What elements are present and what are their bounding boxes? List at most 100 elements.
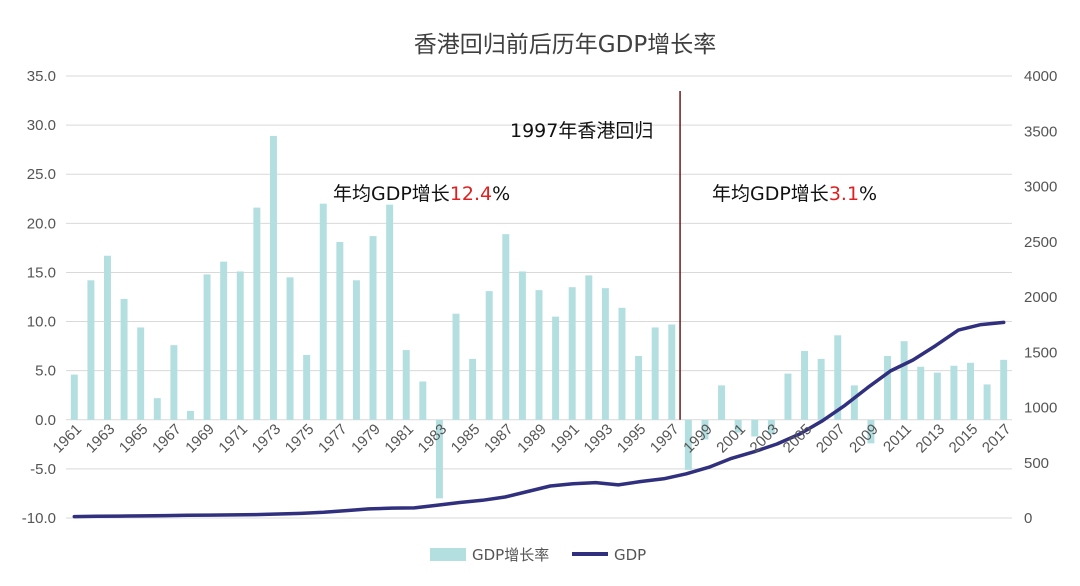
growth-bar (402, 350, 410, 420)
left-tick-label: 25.0 (27, 166, 56, 183)
x-tick-label: 1977 (315, 421, 351, 457)
growth-bar (469, 358, 477, 420)
left-tick-label: 15.0 (27, 264, 56, 281)
growth-bar (236, 271, 244, 420)
x-tick-label: 2001 (713, 421, 749, 457)
growth-bar (286, 277, 294, 420)
gdp-line (72, 320, 1006, 519)
x-axis-ticks: 1961196319651967196919711973197519771979… (50, 421, 1015, 457)
legend: GDP增长率 GDP (430, 546, 646, 564)
growth-bar (203, 274, 211, 420)
x-tick-label: 2017 (979, 421, 1015, 457)
x-tick-label: 2015 (946, 421, 982, 457)
growth-bar (502, 234, 510, 420)
right-annot-prefix: 年均GDP增长 (712, 183, 829, 205)
right-period-annotation: 年均GDP增长3.1% (712, 183, 877, 205)
gdp-line-group (72, 320, 1006, 519)
left-tick-label: 0.0 (35, 412, 56, 429)
growth-bar (784, 373, 792, 420)
left-tick-label: 10.0 (27, 314, 56, 331)
growth-bar (485, 291, 493, 420)
x-tick-label: 2011 (880, 421, 915, 456)
growth-bar (518, 271, 526, 420)
growth-bar (701, 419, 709, 440)
growth-bar (917, 366, 925, 420)
x-tick-label: 1981 (381, 421, 417, 457)
growth-bar (651, 327, 659, 420)
x-tick-label: 2007 (813, 421, 849, 457)
x-tick-label: 1971 (215, 421, 251, 457)
x-tick-label: 2013 (913, 421, 949, 457)
growth-bar (253, 207, 261, 420)
left-annot-prefix: 年均GDP增长 (333, 183, 450, 205)
growth-bar (933, 372, 941, 420)
right-tick-label: 2500 (1024, 234, 1057, 251)
growth-bar (70, 374, 78, 420)
growth-bar (419, 381, 427, 420)
x-tick-label: 1963 (83, 421, 119, 457)
left-axis-ticks: -10.0 -5.0 0.0 5.0 10.0 15.0 20.0 25.0 30.0 35.0 (22, 68, 56, 527)
left-tick-label: 20.0 (27, 215, 56, 232)
growth-bar (170, 345, 178, 420)
growth-bar (1000, 359, 1008, 420)
right-tick-label: 1500 (1024, 344, 1057, 361)
right-annot-suffix: % (859, 183, 877, 205)
x-tick-label: 1967 (149, 421, 185, 457)
left-tick-label: -5.0 (30, 461, 56, 478)
right-tick-label: 4000 (1024, 68, 1057, 85)
left-tick-label: 30.0 (27, 117, 56, 134)
x-tick-label: 1987 (481, 421, 517, 457)
growth-bar (668, 324, 676, 420)
growth-bar (269, 135, 277, 420)
growth-bar (186, 410, 194, 420)
right-tick-label: 1000 (1024, 400, 1057, 417)
growth-bar (535, 290, 543, 420)
x-tick-label: 1965 (116, 421, 152, 457)
left-tick-label: 5.0 (35, 363, 56, 380)
growth-bar (767, 419, 775, 435)
right-annot-value: 3.1 (829, 183, 859, 205)
growth-bar (585, 275, 593, 420)
x-tick-label: 1975 (282, 421, 318, 457)
x-tick-label: 1985 (448, 421, 484, 457)
growth-bar (618, 307, 626, 420)
right-tick-label: 0 (1024, 510, 1032, 527)
growth-bars (70, 135, 1008, 499)
growth-bar (834, 335, 842, 420)
growth-bar (568, 287, 576, 420)
left-annot-value: 12.4 (450, 183, 492, 205)
growth-bar (87, 280, 95, 420)
legend-swatch-bar (430, 548, 466, 561)
growth-bar (319, 203, 327, 420)
growth-bar (386, 204, 394, 420)
x-tick-label: 1983 (415, 421, 451, 457)
right-tick-label: 3500 (1024, 123, 1057, 140)
growth-bar (153, 398, 161, 420)
chart-title: 香港回归前后历年GDP增长率 (414, 32, 716, 58)
growth-bar (601, 288, 609, 420)
left-tick-label: -10.0 (22, 510, 56, 527)
growth-bar (801, 351, 809, 420)
growth-bar (850, 385, 858, 420)
x-tick-label: 1969 (182, 421, 218, 457)
growth-bar (552, 316, 560, 420)
growth-bar (104, 255, 111, 420)
growth-bar (435, 419, 443, 499)
left-period-annotation: 年均GDP增长12.4% (333, 183, 510, 205)
left-annot-suffix: % (492, 183, 510, 205)
growth-bar (900, 341, 908, 420)
x-tick-label: 1979 (348, 421, 384, 457)
x-tick-label: 1973 (249, 421, 285, 457)
growth-bar (983, 384, 991, 420)
growth-bar (352, 280, 360, 420)
growth-bar (635, 355, 643, 420)
x-tick-label: 1993 (581, 421, 617, 457)
x-tick-label: 1991 (547, 421, 583, 457)
growth-bar (867, 419, 875, 444)
growth-bar (718, 385, 726, 420)
x-tick-label: 2009 (846, 421, 882, 457)
growth-bar (336, 241, 344, 420)
growth-bar (452, 313, 460, 420)
growth-bar (751, 419, 759, 437)
